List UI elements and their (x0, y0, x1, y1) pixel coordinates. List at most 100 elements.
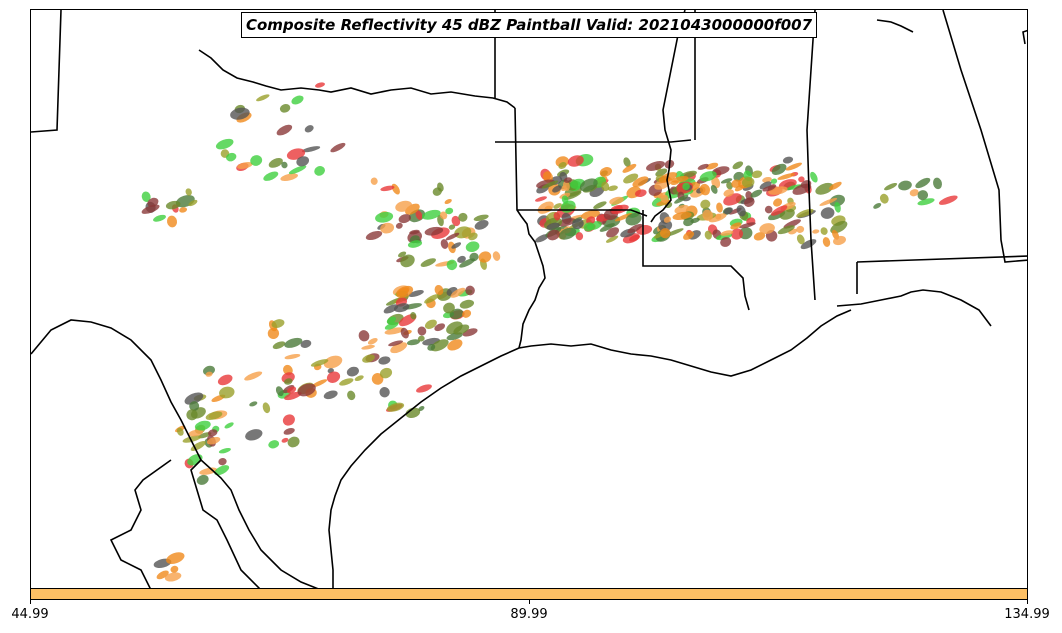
paint-blob (614, 213, 633, 222)
paint-blob (796, 234, 805, 245)
paint-blob (408, 289, 424, 298)
paint-blob (710, 184, 718, 194)
paint-blob (165, 200, 181, 210)
paint-blob (716, 202, 723, 213)
paint-blob (553, 212, 561, 221)
paint-blob (410, 312, 417, 320)
paint-blob (250, 155, 263, 166)
paint-blob (400, 327, 409, 339)
paint-blob (386, 402, 405, 412)
paint-blob (367, 338, 378, 345)
paint-blob (379, 387, 390, 398)
paint-blob (176, 427, 184, 436)
paint-blob (268, 157, 283, 168)
paint-blob (323, 355, 343, 369)
paint-blob (417, 326, 427, 336)
paint-blob (459, 258, 476, 268)
paint-blob (634, 189, 647, 198)
paint-blob (450, 287, 466, 298)
paint-blob (380, 185, 395, 192)
paint-blob (448, 224, 456, 230)
paint-blob (416, 384, 432, 393)
paint-blob (182, 435, 202, 443)
paint-blob (375, 211, 394, 223)
paint-blob (301, 146, 321, 153)
paint-blob (702, 209, 713, 221)
paint-blob (284, 391, 302, 401)
paint-blob (898, 180, 912, 191)
paint-blob (552, 185, 562, 193)
paint-blob (599, 223, 615, 232)
paint-blob (697, 163, 709, 170)
paint-blob (683, 231, 695, 240)
colorbar-tick-min (30, 600, 31, 604)
paint-blob (194, 420, 211, 431)
paint-blob (188, 199, 198, 207)
paint-blob (829, 194, 845, 207)
paint-blob (390, 342, 408, 354)
paint-blob (751, 170, 763, 179)
paint-blob (424, 319, 437, 330)
paint-blob (623, 173, 639, 184)
border-ar-north (495, 139, 692, 143)
paint-blob (581, 210, 600, 220)
paint-blob (315, 82, 325, 88)
paint-blob (627, 223, 643, 234)
border-nm-tx-north (31, 10, 62, 133)
paint-blob (557, 218, 577, 227)
paint-blob (704, 230, 712, 240)
paint-blob (141, 204, 160, 214)
paint-blob (705, 162, 719, 170)
paint-blob (153, 214, 166, 222)
paint-blob (572, 218, 584, 230)
paint-blob (398, 251, 407, 258)
paint-blob (196, 474, 209, 485)
paint-blob (492, 251, 501, 261)
paint-blob (420, 258, 436, 267)
paint-blob (909, 189, 919, 197)
reflectivity-paint-blobs (141, 82, 958, 582)
paint-blob (395, 222, 403, 229)
paint-blob (415, 210, 423, 220)
paint-blob (699, 183, 711, 196)
colorbar (30, 588, 1028, 600)
paint-blob (354, 375, 364, 382)
paint-blob (398, 214, 411, 224)
paint-blob (339, 378, 354, 386)
paint-blob (214, 465, 230, 476)
paint-blob (424, 226, 444, 236)
paint-blob (744, 197, 755, 207)
paint-blob (263, 171, 279, 181)
paint-blob (575, 232, 584, 241)
colorbar-tick-max (1027, 600, 1028, 604)
paint-blob (147, 197, 159, 207)
paint-blob (462, 309, 472, 318)
paint-blob (439, 211, 448, 220)
paint-blob (777, 173, 796, 180)
paint-blob (558, 227, 577, 240)
paint-blob (215, 138, 234, 150)
paint-blob (199, 467, 218, 475)
paint-blob (798, 176, 805, 183)
paint-blob (284, 337, 303, 348)
paint-blob (164, 572, 182, 582)
paint-blob (834, 201, 841, 213)
paint-blob (873, 202, 882, 209)
paint-blob (400, 254, 415, 268)
paint-blob (583, 222, 595, 232)
paint-blob (417, 335, 425, 342)
paint-blob (917, 198, 935, 206)
paint-blob (434, 323, 446, 332)
paint-blob (700, 199, 711, 209)
paint-blob (297, 383, 316, 397)
paint-blob (224, 422, 234, 429)
paint-blob (296, 156, 310, 167)
paint-blob (323, 390, 338, 400)
paint-blob (720, 237, 732, 247)
paint-blob (453, 324, 470, 335)
paint-blob (771, 205, 788, 216)
paint-blob (393, 303, 410, 313)
paint-blob (407, 240, 423, 248)
paint-blob (762, 185, 776, 192)
paint-blob (739, 222, 756, 229)
